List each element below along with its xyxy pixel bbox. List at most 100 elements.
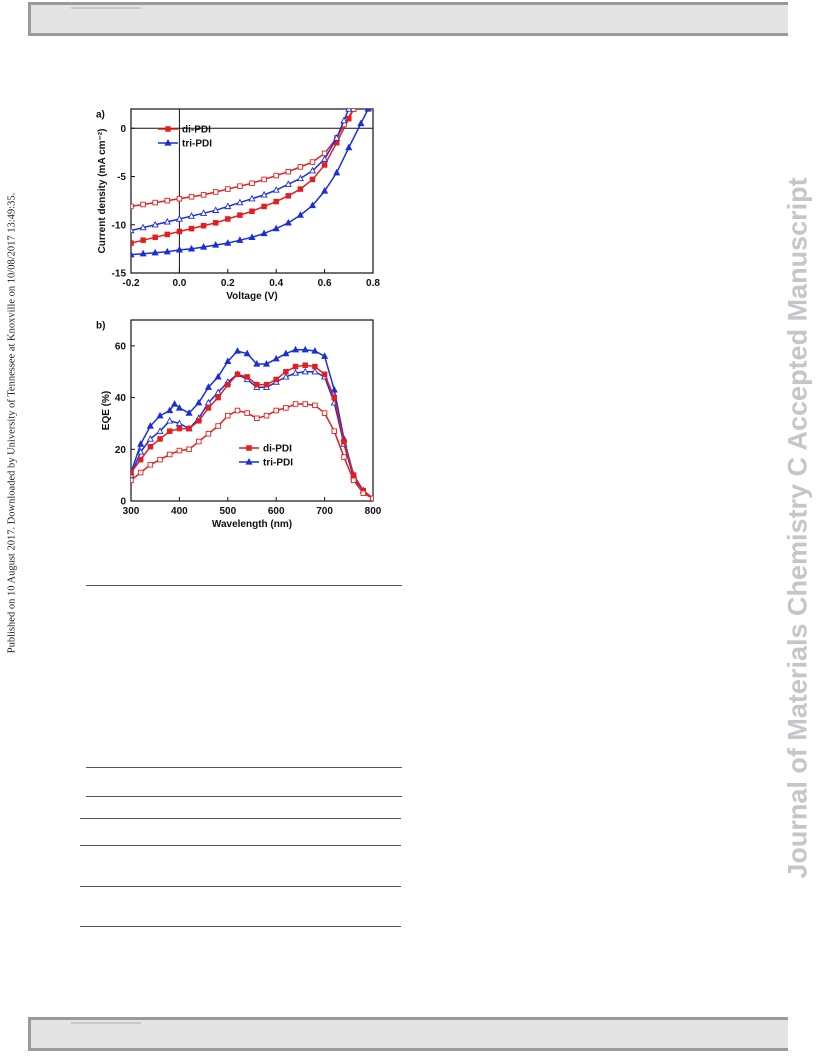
panel-a-data-point xyxy=(321,187,329,194)
panel-b-data-point xyxy=(156,411,164,419)
panel-a-data-point xyxy=(284,218,292,226)
panel-b-data-point xyxy=(224,357,232,365)
panel-a-data-point xyxy=(321,162,328,168)
panel-b-data-point xyxy=(166,406,174,414)
panel-b-data-point xyxy=(360,490,367,496)
panel-a-data-point xyxy=(260,229,268,237)
table-rule-5 xyxy=(80,845,401,846)
panel-a-data-point xyxy=(200,222,207,229)
panel-a-xlabel: Voltage (V) xyxy=(226,291,277,302)
panel-b-data-point xyxy=(204,383,212,390)
panel-a-data-point xyxy=(131,250,135,258)
header-bar-mark xyxy=(71,7,141,9)
panel-a-data-point xyxy=(139,223,147,231)
panel-b-legend-marker xyxy=(245,458,253,465)
panel-a-ytick-label: -5 xyxy=(117,172,126,183)
panel-a-xtick-label: 0.6 xyxy=(318,278,332,289)
panel-a-data-point xyxy=(212,206,220,213)
panel-b-data-point xyxy=(272,354,280,362)
panel-a-xtick-label: 0.8 xyxy=(366,278,380,289)
panel-a-data-point xyxy=(151,220,159,228)
panel-a-data-point xyxy=(284,180,292,187)
panel-a-xtick-label: 0.4 xyxy=(269,278,283,289)
panel-b-xtick-label: 500 xyxy=(219,506,236,517)
panel-b-data-point xyxy=(253,360,261,367)
panel-a-legend-label: di-PDI xyxy=(182,125,211,136)
panel-b-series-line xyxy=(131,403,373,500)
panel-b-data-point xyxy=(262,360,271,367)
panel-b-data-point xyxy=(196,418,202,424)
panel-b-data-point xyxy=(157,436,163,442)
panel-a-data-point xyxy=(212,241,220,248)
panel-a-data-point xyxy=(261,203,267,210)
panel-a-data-point xyxy=(237,212,243,218)
panel-a-data-point xyxy=(333,133,341,141)
panel-b-plot-area xyxy=(131,345,373,501)
panel-a-data-point xyxy=(188,225,195,232)
panel-b-label: b) xyxy=(96,320,105,331)
panel-b-data-point xyxy=(214,388,222,396)
panel-b-series-3 xyxy=(131,401,373,501)
panel-b-data-point xyxy=(234,407,241,414)
panel-a-data-point xyxy=(345,109,353,112)
table-rule-3 xyxy=(86,796,402,797)
panel-b-data-point xyxy=(157,456,163,463)
panel-b-data-point xyxy=(321,371,328,378)
panel-a-data-point xyxy=(321,155,329,162)
panel-a-data-point xyxy=(296,174,304,182)
page-header-bar xyxy=(28,2,788,36)
panel-b-data-point xyxy=(292,363,299,370)
panel-a-ylabel: Current density (mA cm⁻²) xyxy=(97,129,108,254)
panel-a-data-point xyxy=(152,199,158,206)
journal-watermark-text: Journal of Materials Chemistry C Accepte… xyxy=(782,176,813,879)
panel-a-data-point xyxy=(285,168,292,175)
panel-a-frame xyxy=(130,108,374,274)
panel-b-data-point xyxy=(282,349,290,357)
panel-b-data-point xyxy=(205,405,212,411)
panel-b-xtick-label: 400 xyxy=(171,506,188,517)
panel-b-data-point xyxy=(311,367,319,375)
panel-b-legend-label: tri-PDI xyxy=(263,458,293,469)
panel-a-legend-marker xyxy=(164,139,172,146)
panel-a-data-point xyxy=(297,186,304,192)
panel-b-data-point xyxy=(312,402,318,409)
panel-a-data-point xyxy=(248,194,256,202)
panel-b-data-point xyxy=(302,362,308,369)
panel-a-data-point xyxy=(273,198,279,205)
panel-b-data-point xyxy=(370,495,373,501)
panel-b-data-point xyxy=(166,416,174,424)
panel-b-data-point xyxy=(263,412,270,419)
panel-b-data-point xyxy=(146,434,154,442)
panel-a-data-point xyxy=(309,176,316,183)
panel-a-xtick-label: 0.2 xyxy=(221,278,235,289)
table-rule-4 xyxy=(80,818,401,819)
panel-b-data-point xyxy=(321,352,329,359)
panel-a-data-point xyxy=(237,183,243,189)
panel-b-data-point xyxy=(166,428,173,434)
panel-b-data-point xyxy=(244,374,250,380)
panel-b-data-point xyxy=(137,469,144,476)
panel-a-data-point xyxy=(272,224,280,232)
panel-b-data-point xyxy=(244,410,250,416)
panel-b-data-point xyxy=(196,438,202,445)
panel-b-data-point xyxy=(156,427,164,434)
page-footer-bar xyxy=(28,1017,788,1051)
panel-b-ytick-label: 60 xyxy=(115,341,127,352)
panel-a-data-point xyxy=(296,211,304,218)
panel-a-data-point xyxy=(200,192,207,198)
panel-b-data-point xyxy=(301,345,309,353)
panel-b-xlabel: Wavelength (nm) xyxy=(212,519,292,530)
panel-b-xtick-label: 800 xyxy=(365,506,382,517)
panel-b-data-point xyxy=(254,415,260,422)
panel-b-data-point xyxy=(146,422,154,429)
panel-a-data-point xyxy=(200,209,208,216)
panel-b-data-point xyxy=(166,451,173,458)
panel-a-label: a) xyxy=(96,109,105,120)
panel-b-data-point xyxy=(137,447,145,455)
panel-b-data-point xyxy=(171,400,179,407)
panel-b-ytick-label: 20 xyxy=(115,445,127,456)
panel-a-data-point xyxy=(224,202,232,210)
panel-a-data-point xyxy=(309,159,316,165)
panel-b-data-point xyxy=(341,454,347,460)
panel-b-data-point xyxy=(341,438,347,445)
